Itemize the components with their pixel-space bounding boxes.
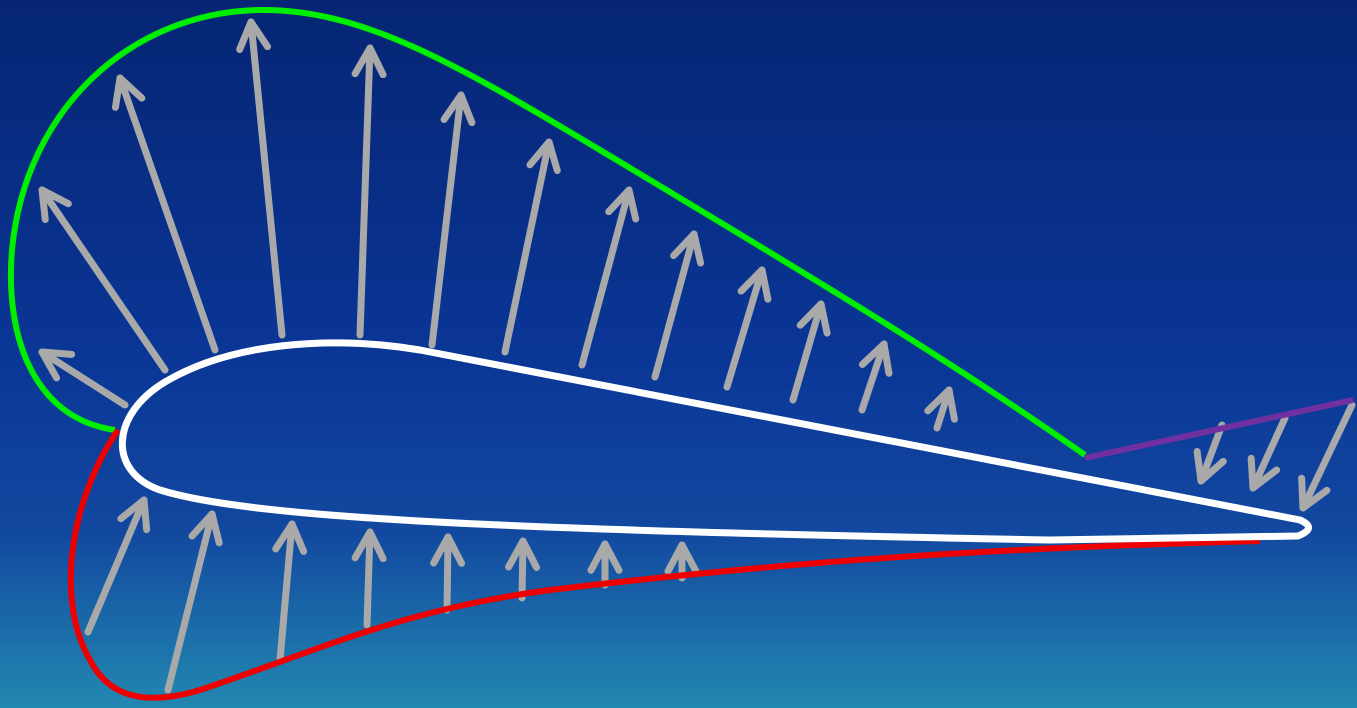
arrow xyxy=(351,528,387,629)
wake-line xyxy=(1084,397,1354,461)
arrow xyxy=(428,91,476,349)
arrow xyxy=(38,348,129,409)
arrow xyxy=(111,74,219,354)
pressure-curve xyxy=(67,428,1261,701)
arrow xyxy=(578,186,640,369)
arrow xyxy=(351,44,387,339)
suction-curve xyxy=(7,6,1087,458)
arrow xyxy=(789,300,831,404)
arrow xyxy=(501,138,561,356)
arrow xyxy=(651,230,705,381)
arrow xyxy=(1298,401,1356,512)
suction-arrows xyxy=(38,18,958,432)
arrow xyxy=(1193,421,1227,485)
arrow xyxy=(164,510,223,694)
airfoil xyxy=(118,339,1312,544)
arrow xyxy=(236,18,286,339)
arrow xyxy=(84,496,151,636)
arrow xyxy=(924,386,958,432)
arrow xyxy=(505,537,541,602)
arrow xyxy=(38,186,169,374)
arrow xyxy=(723,266,772,391)
arrow xyxy=(1247,414,1289,492)
pressure-arrows xyxy=(84,496,700,694)
arrow xyxy=(272,520,308,664)
wake-arrows xyxy=(1193,401,1356,512)
arrow xyxy=(858,340,893,414)
arrow xyxy=(430,533,466,614)
